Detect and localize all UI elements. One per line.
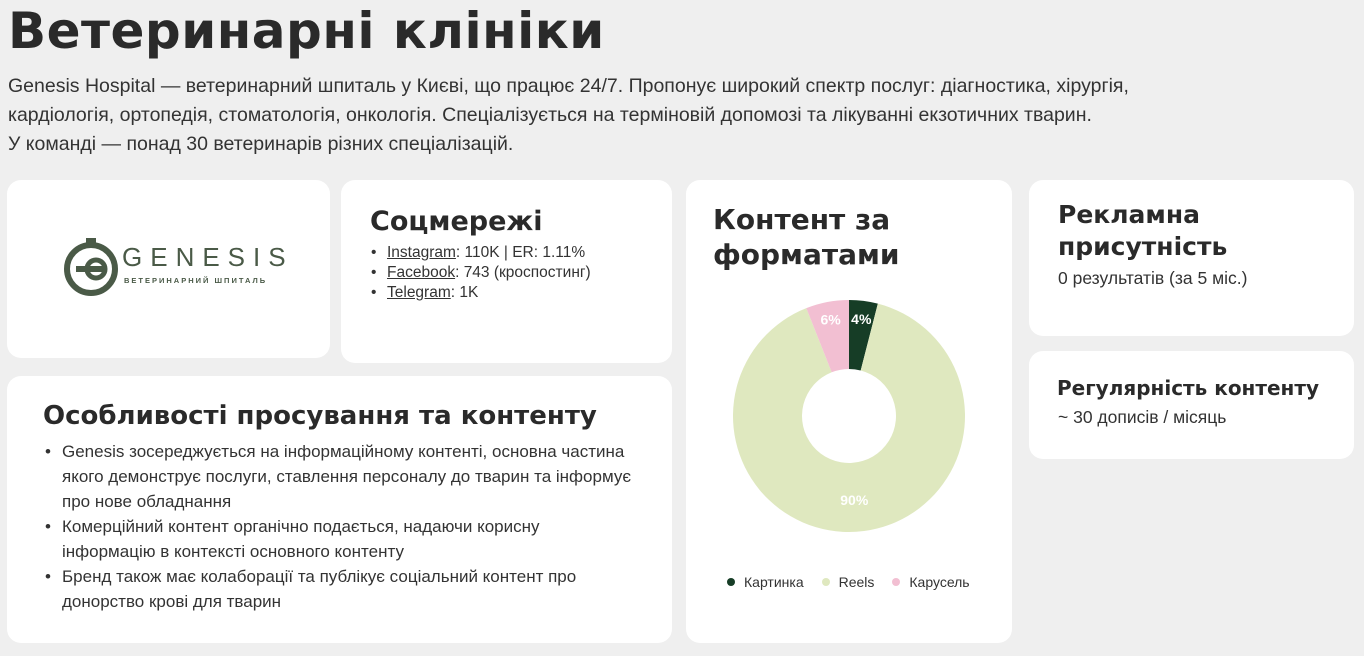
legend-label: Картинка (744, 574, 804, 590)
regularity-value: ~ 30 дописів / місяць (1058, 407, 1227, 427)
donut-label-1: 4% (851, 311, 872, 327)
intro-line: У команді — понад 30 ветеринарів різних … (8, 133, 514, 155)
donut-label-3: 6% (821, 312, 842, 328)
donut-slice-2 (733, 303, 965, 532)
logo-wordmark: GENESIS (122, 242, 294, 272)
list-item: Бренд також має колаборації та публікує … (45, 564, 635, 614)
legend-label: Reels (838, 574, 875, 590)
regularity-title: Регулярність контенту (1057, 376, 1319, 400)
legend-swatch (727, 578, 735, 586)
legend-swatch (821, 578, 830, 586)
telegram-link[interactable]: Telegram (387, 284, 451, 301)
intro-text: Genesis Hospital — ветеринарний шпиталь … (8, 72, 1308, 159)
donut-chart: 4% 90% 6% (733, 300, 965, 532)
social-item-telegram: Telegram: 1K (371, 283, 591, 303)
instagram-link[interactable]: Instagram (387, 244, 456, 261)
facebook-link[interactable]: Facebook (387, 264, 456, 281)
ads-title: Рекламна присутність (1058, 199, 1227, 263)
legend-item: Картинка (727, 574, 804, 590)
donut-label-2: 90% (840, 492, 869, 508)
ads-title-line2: присутність (1058, 232, 1228, 261)
page-title: Ветеринарні клініки (8, 2, 605, 60)
features-title: Особливості просування та контенту (43, 401, 597, 431)
ads-card: Рекламна присутність 0 результатів (за 5 … (1029, 180, 1354, 336)
ads-title-line1: Рекламна (1058, 200, 1201, 229)
social-title: Соцмережі (370, 206, 543, 237)
social-card: Соцмережі Instagram: 110K | ER: 1.11% Fa… (341, 180, 672, 363)
legend-item: Карусель (892, 574, 970, 590)
legend-item: Reels (821, 574, 875, 590)
social-list: Instagram: 110K | ER: 1.11% Facebook: 74… (371, 243, 591, 303)
genesis-emblem-icon (64, 238, 118, 296)
regularity-card: Регулярність контенту ~ 30 дописів / міс… (1029, 351, 1354, 459)
features-card: Особливості просування та контенту Genes… (7, 376, 672, 643)
legend-label: Карусель (909, 574, 970, 590)
logo-card: GENESIS ВЕТЕРИНАРНИЙ ШПИТАЛЬ (7, 180, 330, 358)
donut-slice-1 (849, 300, 878, 371)
facebook-stats: : 743 (кроспостинг) (455, 264, 591, 281)
list-item: Genesis зосереджується на інформаційному… (45, 439, 635, 514)
chart-title: Контент за форматами (713, 203, 900, 271)
telegram-stats: : 1K (450, 284, 479, 301)
social-item-instagram: Instagram: 110K | ER: 1.11% (371, 243, 591, 263)
intro-line: Genesis Hospital — ветеринарний шпиталь … (8, 75, 1129, 97)
chart-card: Контент за форматами 4% 90% 6% Картинка Ree… (686, 180, 1012, 643)
logo-subtitle: ВЕТЕРИНАРНИЙ ШПИТАЛЬ (124, 276, 268, 285)
chart-legend: Картинка Reels Карусель (727, 574, 970, 590)
features-list: Genesis зосереджується на інформаційному… (45, 439, 635, 614)
social-item-facebook: Facebook: 743 (кроспостинг) (371, 263, 591, 283)
ads-value: 0 результатів (за 5 міс.) (1058, 268, 1248, 288)
list-item: Комерційний контент органічно подається,… (45, 514, 635, 564)
genesis-logo: GENESIS ВЕТЕРИНАРНИЙ ШПИТАЛЬ (62, 238, 292, 300)
instagram-stats: : 110K | ER: 1.11% (455, 244, 586, 261)
intro-line: кардіологія, ортопедія, стоматологія, он… (8, 104, 1092, 126)
legend-swatch (892, 578, 901, 586)
donut-slice-3 (806, 300, 849, 373)
